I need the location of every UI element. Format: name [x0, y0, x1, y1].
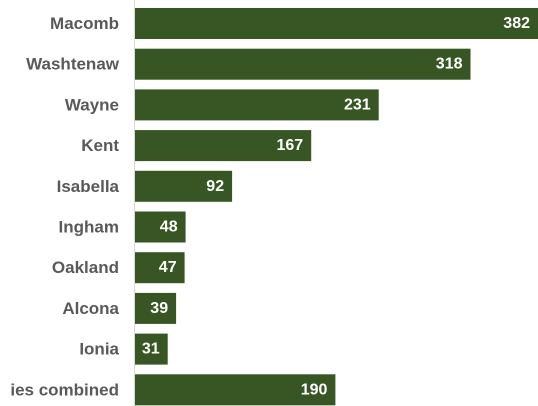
- bars-group: [135, 8, 538, 406]
- category-label-7: Alcona: [62, 299, 119, 318]
- value-label-6: 47: [159, 259, 177, 276]
- value-label-3: 167: [276, 137, 303, 154]
- category-label-5: Ingham: [59, 218, 119, 237]
- category-label-3: Kent: [81, 136, 119, 155]
- category-label-6: Oakland: [52, 258, 119, 277]
- category-label-8: Ionia: [79, 340, 119, 359]
- bar-5: [135, 211, 186, 243]
- value-label-7: 39: [150, 300, 168, 317]
- bar-8: [135, 333, 168, 365]
- value-label-2: 231: [344, 96, 371, 113]
- value-label-9: 190: [301, 381, 328, 398]
- value-label-8: 31: [142, 341, 160, 358]
- category-label-9: ies combined: [10, 380, 119, 399]
- bar-1: [135, 48, 471, 80]
- bar-3: [135, 130, 312, 162]
- value-label-5: 48: [160, 219, 178, 236]
- category-label-1: Washtenaw: [26, 55, 120, 74]
- value-label-0: 382: [503, 15, 530, 32]
- bar-4: [135, 170, 233, 202]
- category-labels-group: Macomb Washtenaw Wayne Kent Isabella Ingham Oa…: [10, 14, 119, 399]
- category-label-2: Wayne: [65, 95, 119, 114]
- bar-6: [135, 252, 185, 284]
- bar-2: [135, 89, 379, 121]
- bar-7: [135, 292, 177, 324]
- value-label-1: 318: [436, 56, 463, 73]
- category-label-0: Macomb: [50, 14, 119, 33]
- bar-9: [135, 374, 336, 406]
- category-label-4: Isabella: [57, 177, 120, 196]
- value-label-4: 92: [206, 178, 224, 195]
- bar-0: [135, 8, 538, 39]
- value-labels-group: 382 318 231 167 92 48 47 39 31 190: [142, 15, 530, 398]
